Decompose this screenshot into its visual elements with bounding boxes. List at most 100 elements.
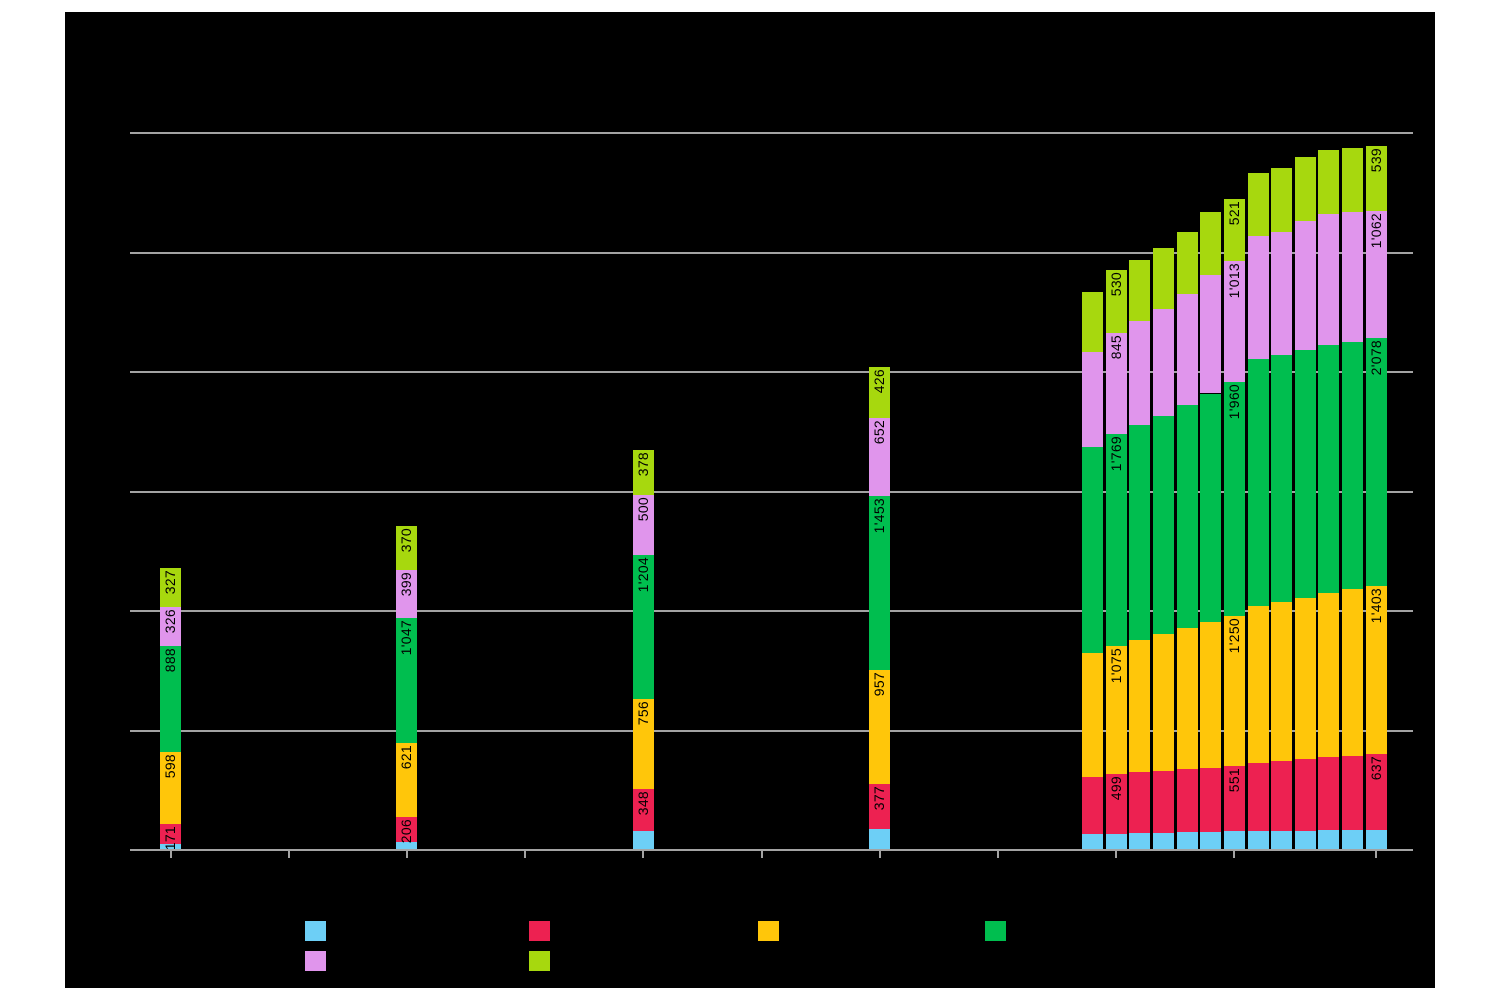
bar-segment-gold — [1129, 639, 1151, 773]
bar-segment-green — [869, 496, 891, 670]
bar-segment-crimson — [1247, 763, 1269, 832]
bar-segment-orchid — [1105, 333, 1127, 435]
bar-segment-sky-blue — [160, 844, 181, 850]
bar-segment-crimson — [1365, 753, 1387, 830]
bar-segment-gold — [1200, 622, 1222, 768]
bar-segment-yellow-green — [1294, 157, 1316, 221]
x-axis-tick-6 — [878, 851, 881, 858]
bar-segment-yellow-green — [869, 367, 891, 419]
bar-segment-gold — [1271, 602, 1293, 761]
bar-segment-sky-blue — [1223, 831, 1245, 850]
bar-segment-yellow-green — [1271, 168, 1293, 232]
bar-segment-sky-blue — [1200, 832, 1222, 850]
bar-segment-yellow-green — [1153, 247, 1174, 310]
bar-segment-crimson — [1176, 768, 1198, 833]
bar-segment-orchid — [869, 418, 891, 497]
bar-segment-crimson — [1082, 777, 1104, 835]
x-axis-tick-7 — [996, 851, 999, 858]
bar-segment-orchid — [1223, 260, 1245, 383]
bar-segment-sky-blue — [632, 830, 654, 850]
bar-segment-green — [1318, 345, 1340, 594]
bar-segment-green — [1271, 355, 1293, 603]
gridline-1000 — [130, 729, 1413, 732]
bar-segment-crimson — [160, 823, 181, 844]
bar-segment-orchid — [1271, 231, 1293, 356]
legend-swatch-green — [985, 921, 1006, 941]
bar-segment-gold — [1294, 597, 1316, 760]
bar-segment-green — [1200, 393, 1222, 623]
x-axis-tick-4 — [642, 851, 645, 858]
bar-segment-sky-blue — [1153, 832, 1174, 850]
bar-segment-sky-blue — [1105, 833, 1127, 850]
legend-swatch-orchid — [305, 951, 326, 971]
bar-segment-crimson — [1294, 759, 1316, 831]
bar-segment-green — [1365, 337, 1387, 586]
bar-segment-green — [1153, 415, 1174, 635]
bar-segment-crimson — [1105, 774, 1127, 834]
bar-segment-yellow-green — [160, 567, 181, 608]
bar-segment-crimson — [1318, 756, 1340, 831]
bar-segment-crimson — [396, 817, 418, 842]
x-axis-line — [130, 849, 1413, 851]
bar-segment-orchid — [1247, 236, 1269, 360]
bar-segment-green — [1176, 404, 1198, 629]
bar-segment-sky-blue — [1271, 830, 1293, 850]
bar-segment-sky-blue — [1247, 831, 1269, 850]
bar-segment-yellow-green — [1365, 146, 1387, 211]
x-axis-tick-8 — [1115, 851, 1118, 858]
bar-segment-sky-blue — [1294, 830, 1316, 850]
legend-swatch-gold — [758, 921, 779, 941]
legend-swatch-sky-blue — [305, 921, 326, 941]
gridline-2000 — [130, 610, 1413, 612]
gridline-3000 — [130, 490, 1413, 493]
bar-segment-yellow-green — [1342, 148, 1364, 213]
bar-segment-sky-blue — [1365, 829, 1387, 850]
bar-segment-orchid — [1318, 214, 1340, 346]
bar-segment-crimson — [632, 789, 654, 831]
bar-segment-gold — [632, 698, 654, 790]
bar-segment-yellow-green — [1200, 211, 1222, 275]
gridline-4000 — [130, 371, 1413, 373]
bar-segment-crimson — [1129, 772, 1151, 834]
bar-segment-sky-blue — [869, 829, 891, 850]
bar-segment-crimson — [1271, 760, 1293, 831]
bar-segment-yellow-green — [1223, 198, 1245, 261]
bar-segment-orchid — [1342, 212, 1364, 342]
bar-segment-green — [1223, 382, 1245, 617]
bar-segment-crimson — [1153, 770, 1174, 833]
bar-segment-sky-blue — [1318, 830, 1340, 850]
bar-segment-orchid — [1200, 274, 1222, 394]
bar-segment-green — [1342, 341, 1364, 590]
x-axis-tick-3 — [524, 851, 527, 858]
bar-segment-green — [160, 646, 181, 753]
bar-segment-gold — [869, 669, 891, 785]
bar-segment-orchid — [1129, 320, 1151, 425]
bar-segment-orchid — [632, 495, 654, 556]
bar-segment-orchid — [1365, 210, 1387, 338]
bar-segment-gold — [1223, 616, 1245, 766]
bar-segment-yellow-green — [396, 525, 418, 570]
bar-segment-yellow-green — [1176, 231, 1198, 295]
bar-segment-crimson — [1200, 767, 1222, 833]
bar-segment-orchid — [1153, 309, 1174, 416]
bar-segment-yellow-green — [1247, 173, 1269, 237]
legend-swatch-yellow-green — [529, 951, 550, 971]
bar-segment-green — [632, 555, 654, 699]
bar-segment-green — [1082, 447, 1104, 653]
gridline-5000 — [130, 251, 1413, 254]
bar-segment-orchid — [1294, 220, 1316, 351]
bar-segment-gold — [1318, 593, 1340, 757]
bar-segment-green — [396, 617, 418, 743]
bar-segment-sky-blue — [1176, 832, 1198, 850]
x-axis-tick-10 — [1375, 851, 1378, 858]
bar-segment-sky-blue — [396, 841, 418, 850]
x-axis-tick-2 — [405, 851, 408, 858]
bar-segment-yellow-green — [1318, 149, 1340, 215]
bar-segment-gold — [1365, 585, 1387, 754]
bar-segment-yellow-green — [1105, 270, 1127, 334]
bar-segment-crimson — [1223, 765, 1245, 832]
bar-segment-green — [1105, 434, 1127, 646]
